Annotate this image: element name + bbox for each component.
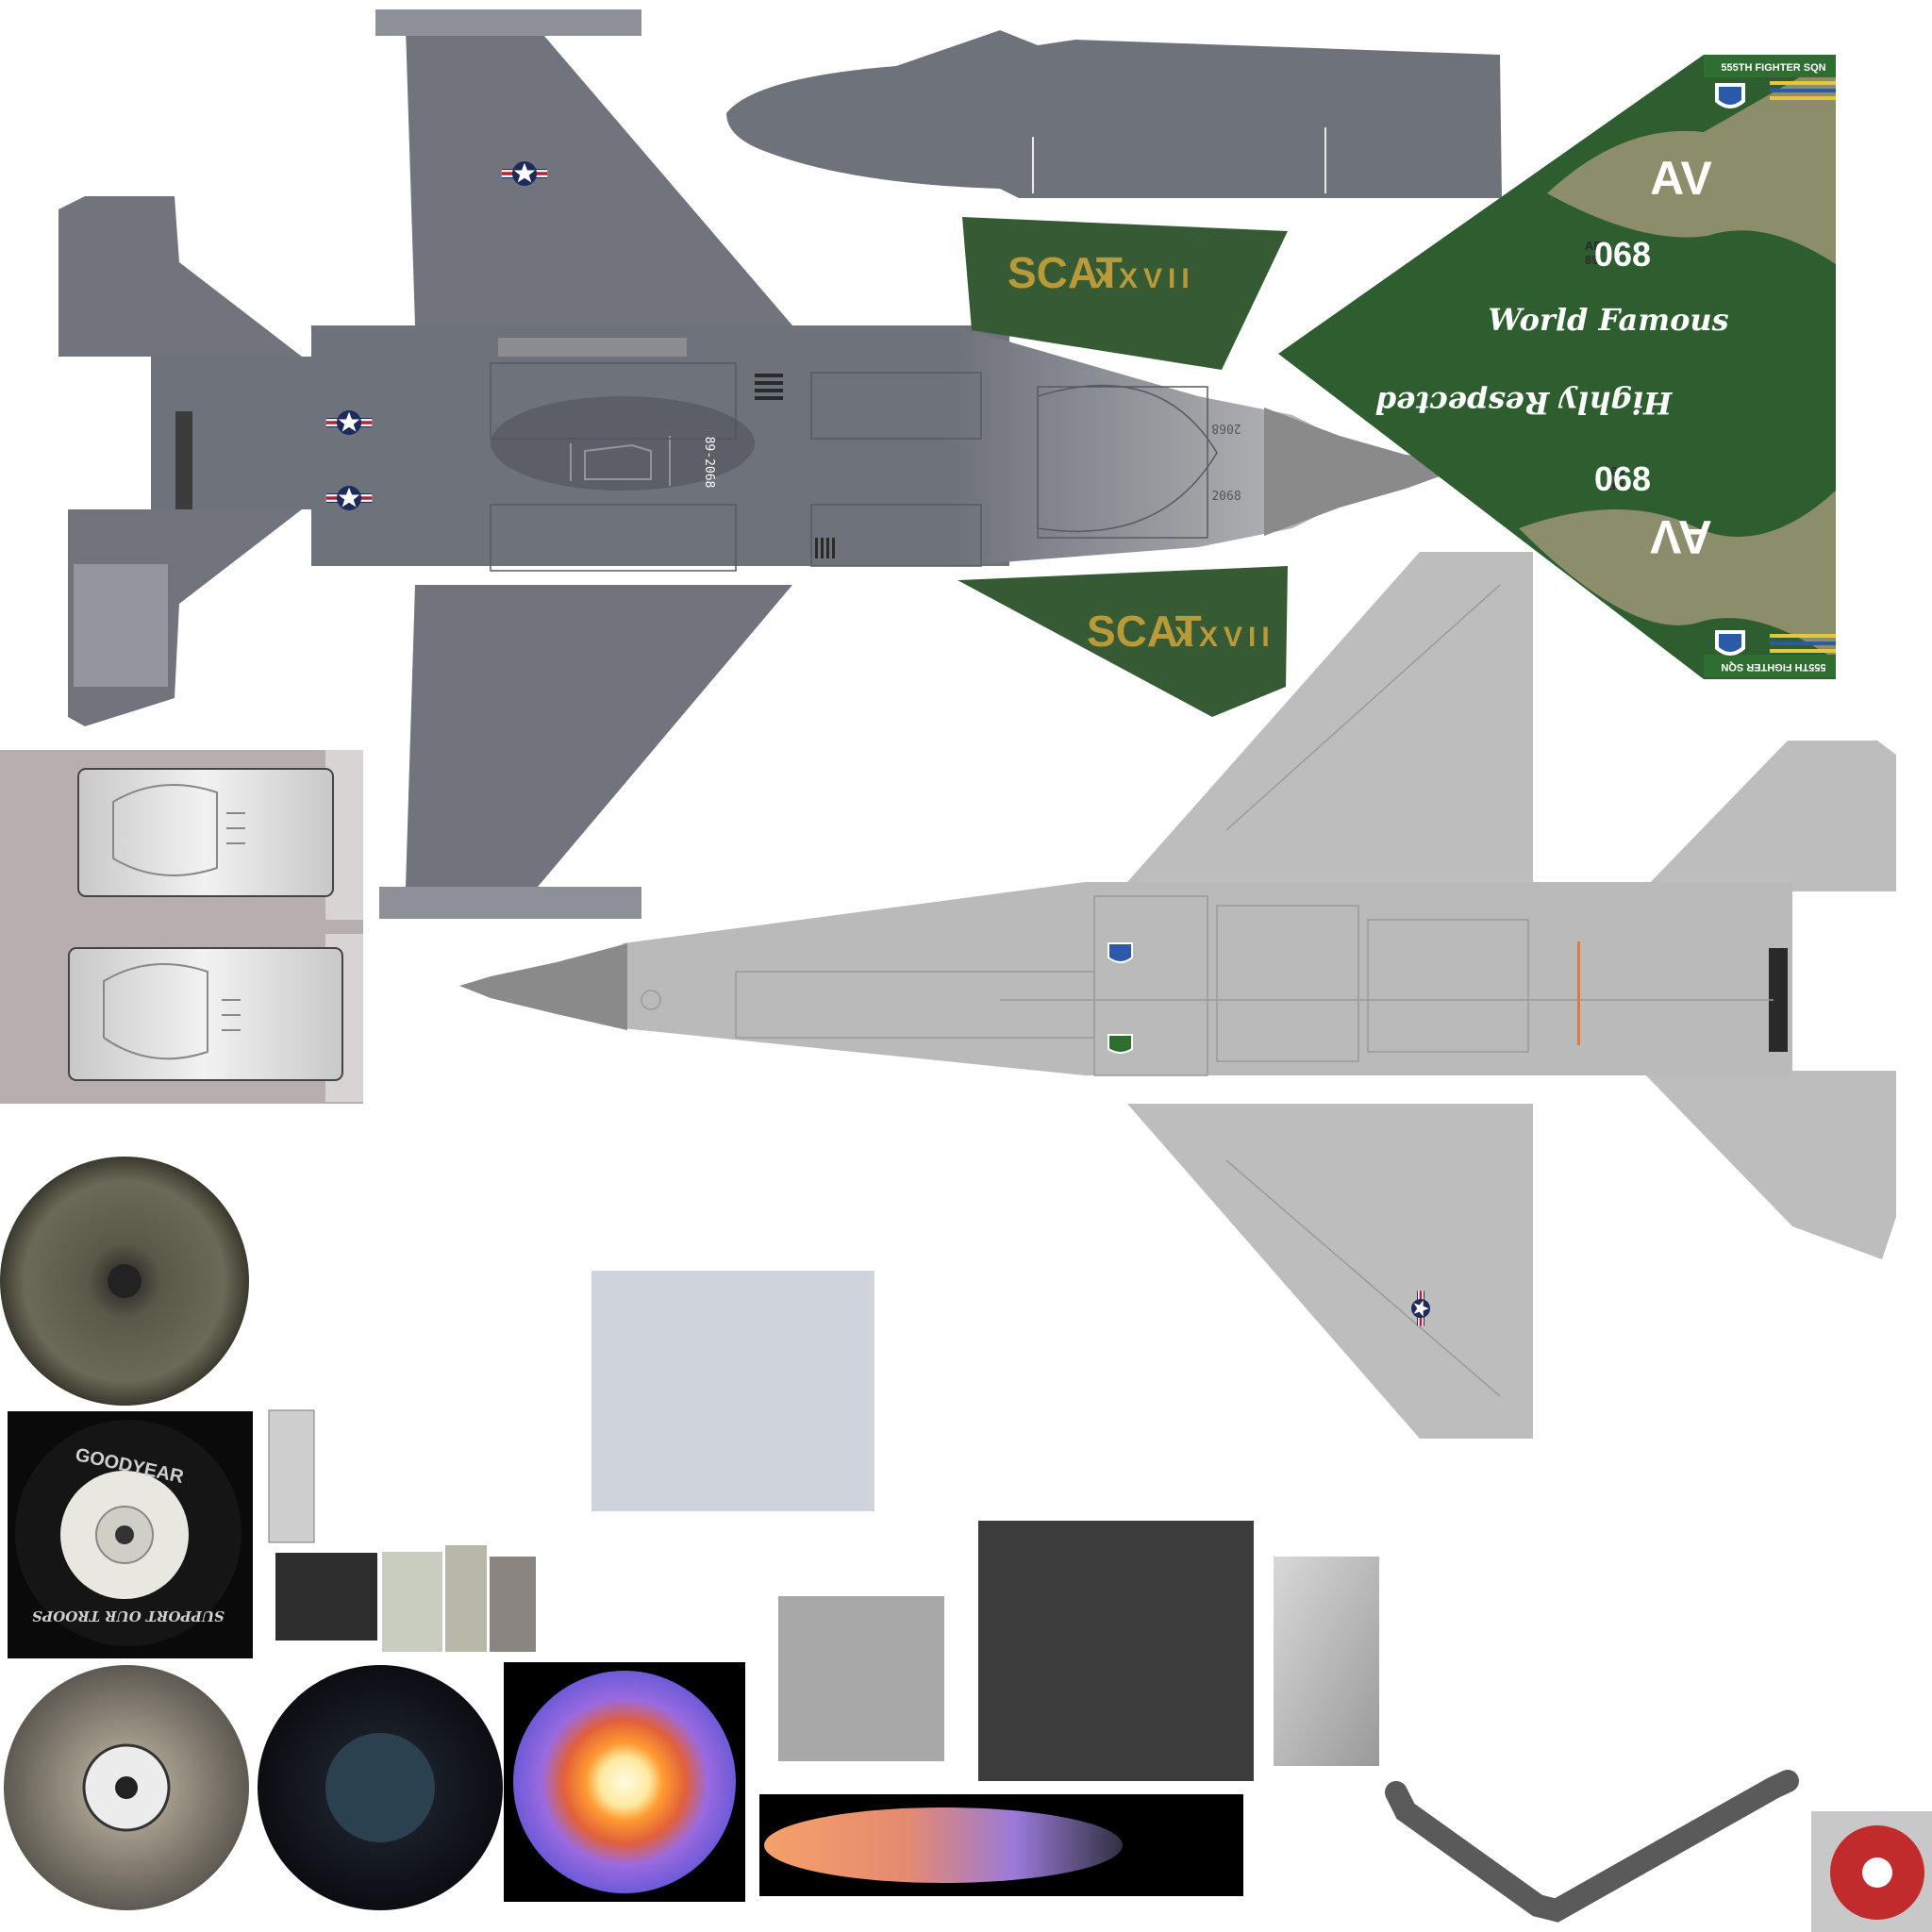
squadron-shield-icon [1108,942,1133,963]
texture-feather-2 [445,1545,487,1652]
lower-stabilizer-bottom [1641,1071,1896,1259]
texture-feather-1 [382,1552,442,1652]
bottom-view-fuselage [459,552,1896,1439]
canopy-serial: 89-2068 [702,437,716,489]
lower-wing-top [406,585,792,887]
intake-plate-top: SCAT XXVII [962,217,1288,370]
texture-mesh [490,1557,536,1652]
intake-cowl-panel [0,750,363,1104]
fiscal-year-bottom: 89 [1611,464,1624,478]
gray-swatch [778,1596,944,1761]
panel-lines-bottom [641,584,1774,1397]
squadron-label-bottom: 555TH FIGHTER SQN [1721,661,1825,673]
squadron-shield-icon [1108,1034,1133,1054]
upper-wing-bottom [1127,552,1533,882]
wheel-hub [108,1264,142,1298]
hub-cap-icon [1811,1811,1932,1932]
serial-number-top: 068 [1594,235,1651,274]
upper-stabilizer-bottom [1641,741,1896,891]
squadron-shield-icon [1715,83,1745,108]
motto-highly-respected: Highly Respected [1375,385,1674,421]
dark-swatch [978,1521,1254,1781]
texture-dark-strip [275,1553,377,1641]
nozzle-slot-bottom [1769,948,1788,1052]
exhaust-nozzle-icon [258,1665,503,1910]
tail-serial-upper: 2068 [1211,421,1241,435]
left-stabilizer-top [58,196,302,357]
spine-panel [498,338,687,357]
tail-serial-lower: 2068 [1211,490,1241,504]
squadron-shield-icon [1715,630,1745,656]
intake-plate-name: SCAT [1087,607,1202,656]
exhaust-slot-top [175,411,192,509]
tail-fin: 555TH FIGHTER SQN 555TH FIGHTER SQN AV A… [1278,55,1836,679]
upper-wing-top [406,28,792,325]
vent-grille [755,374,835,558]
intake-plate-name: SCAT [1008,248,1123,297]
top-view-fuselage: 2068 2068 89-2068 [58,9,1491,919]
sky-swatch [591,1271,874,1511]
marker-strip [1577,941,1580,1045]
intake-plate-numeral: XXVII [1094,263,1195,294]
brake-line-part [1385,1770,1799,1923]
nose-cone-bottom [459,943,627,1030]
tail-code-top: AV [1650,152,1712,205]
intake-plate-bottom: SCAT XXVII [958,566,1288,717]
soot-stain [491,396,755,491]
squadron-label-top: 555TH FIGHTER SQN [1721,62,1825,74]
serial-number-bottom: 068 [1594,459,1651,498]
turbine-fan-icon [0,1663,252,1932]
exhaust-plume [759,1794,1243,1896]
strut-part [268,1409,315,1543]
rank-stripes [1770,81,1836,653]
tail-code-bottom: AV [1649,510,1711,563]
nose-cone-top [1264,408,1453,536]
gear-bay-texture [1274,1557,1379,1766]
stabilizer-light-patch [74,564,168,687]
intake-plate-numeral: XXVII [1174,622,1275,653]
af-prefix-top: AF [1585,239,1601,253]
upper-wing-tip-rail [375,9,641,36]
motto-world-famous: World Famous [1488,302,1728,338]
drop-tank-panel [726,30,1502,198]
tire-slogan: SUPPORT OUR TROOPS [32,1607,225,1624]
lower-wing-tip-rail [379,887,641,919]
lower-wing-bottom [1127,1104,1533,1439]
tire-icon: GOODYEAR SUPPORT OUR TROOPS [8,1411,253,1658]
fiscal-year-top: 89 [1585,253,1598,267]
af-prefix-bottom: AF [1608,478,1624,492]
afterburner-flame-icon [504,1662,745,1902]
